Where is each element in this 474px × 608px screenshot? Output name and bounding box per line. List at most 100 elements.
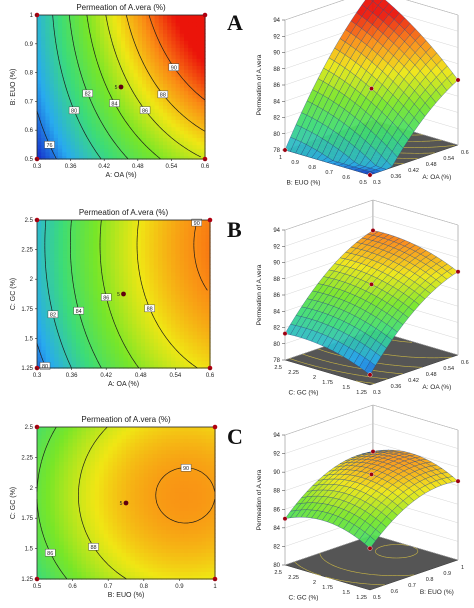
heatmap-cell (127, 253, 133, 258)
contour-line (126, 122, 130, 127)
heatmap-cell (84, 227, 90, 232)
heatmap-cell (123, 268, 129, 273)
heatmap-cell (45, 294, 51, 299)
heatmap-cell (41, 61, 46, 66)
heatmap-cell (162, 342, 168, 347)
heatmap-cell (158, 305, 164, 310)
heatmap-cell (136, 319, 142, 325)
heatmap-cell (158, 220, 164, 225)
heatmap-cell (197, 264, 202, 269)
heatmap-cell (179, 15, 185, 20)
heatmap-cell (154, 112, 160, 117)
heatmap-cell (116, 43, 122, 48)
heatmap-cell (137, 155, 143, 160)
heatmap-cell (106, 353, 112, 358)
heatmap-cell (112, 40, 118, 45)
heatmap-cell (106, 331, 112, 336)
heatmap-cell (184, 275, 189, 280)
heatmap-cell (192, 264, 198, 269)
heatmap-cell (97, 342, 103, 347)
heatmap-cell (166, 253, 172, 258)
heatmap-cell (104, 22, 109, 27)
heatmap-cell (146, 65, 151, 70)
heatmap-cell (112, 58, 118, 63)
heatmap-cell (114, 282, 120, 288)
heatmap-cell (104, 119, 109, 124)
heatmap-cell (119, 227, 125, 232)
heatmap-cell (116, 15, 122, 20)
heatmap-cell (188, 151, 193, 156)
heatmap-cell (142, 151, 147, 156)
heatmap-cell (192, 76, 198, 81)
heatmap-cell (106, 242, 112, 247)
contour-line (91, 43, 94, 48)
heatmap-cell (71, 275, 77, 280)
heatmap-cell (88, 227, 94, 232)
contour-line (103, 81, 106, 84)
heatmap-cell (49, 119, 55, 124)
contour-line (169, 341, 172, 345)
heatmap-cell (188, 101, 193, 106)
floor-contour-line (333, 370, 337, 372)
heatmap-cell (70, 87, 76, 92)
heatmap-cell (49, 360, 55, 365)
heatmap-cell (41, 90, 46, 95)
heatmap-cell (66, 90, 72, 95)
heatmap-cell (129, 40, 135, 45)
contour-line (127, 351, 130, 354)
heatmap-cell (93, 319, 99, 325)
heatmap-cell (106, 271, 112, 277)
heatmap-cell (179, 286, 185, 291)
heatmap-cell (88, 245, 94, 251)
heatmap-cell (121, 76, 126, 81)
contour-line (104, 83, 107, 88)
contour-line (141, 286, 144, 291)
heatmap-cell (184, 286, 189, 291)
contour-line (145, 145, 149, 149)
heatmap-cell (97, 279, 103, 284)
heatmap-cell (179, 108, 185, 113)
heatmap-cell (54, 297, 60, 302)
heatmap-cell (62, 364, 68, 369)
contour-line (68, 97, 71, 102)
heatmap-cell (196, 97, 202, 102)
heatmap-cell (62, 18, 67, 23)
heatmap-cell (175, 18, 181, 23)
heatmap-cell (200, 144, 206, 149)
contour-line (53, 153, 55, 156)
heatmap-cell (114, 316, 120, 321)
heatmap-cell (136, 275, 142, 280)
heatmap-cell (192, 54, 198, 59)
contour-line (99, 70, 102, 73)
heatmap-cell (129, 123, 135, 128)
heatmap-cell (162, 331, 168, 336)
heatmap-cell (136, 245, 142, 251)
contour-line (109, 308, 111, 313)
heatmap-cell (108, 72, 114, 77)
heatmap-cell (179, 112, 185, 117)
heatmap-cell (75, 223, 81, 228)
heatmap-cell (37, 220, 42, 225)
heatmap-cell (95, 87, 101, 92)
heatmap-cell (175, 220, 181, 225)
heatmap-cell (70, 141, 76, 146)
heatmap-cell (49, 242, 55, 247)
heatmap-cell (119, 327, 125, 332)
heatmap-cell (146, 43, 151, 48)
heatmap-cell (179, 36, 185, 41)
contour-line (170, 343, 173, 347)
heatmap-cell (175, 69, 181, 74)
contour-line (124, 76, 127, 80)
heatmap-cell (53, 72, 59, 77)
heatmap-cell (129, 61, 135, 66)
heatmap-cell (125, 105, 130, 110)
heatmap-cell (184, 327, 189, 332)
contour-line (159, 126, 164, 131)
heatmap-cell (196, 47, 202, 52)
heatmap-cell (37, 54, 42, 59)
heatmap-cell (154, 83, 160, 88)
heatmap-cell (167, 115, 172, 120)
heatmap-cell (49, 22, 55, 27)
heatmap-cell (158, 22, 164, 27)
heatmap-cell (62, 227, 68, 232)
